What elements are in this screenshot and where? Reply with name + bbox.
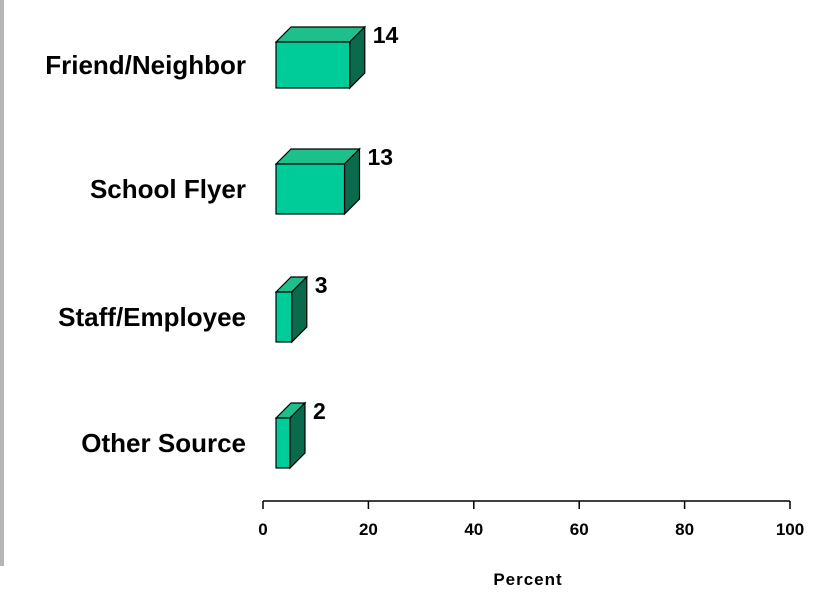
value-label: 2 bbox=[313, 398, 326, 424]
x-tick-label: 60 bbox=[570, 520, 589, 539]
value-label: 14 bbox=[373, 22, 399, 48]
bar-1 bbox=[274, 25, 367, 90]
bar-3 bbox=[274, 275, 309, 344]
value-label: 13 bbox=[368, 144, 394, 170]
x-axis: 0 20 40 60 80 100 bbox=[258, 500, 804, 539]
bar-front-face bbox=[275, 41, 351, 89]
bar-front-face bbox=[275, 417, 291, 469]
x-tick-label: 40 bbox=[464, 520, 483, 539]
category-label: Staff/Employee bbox=[58, 302, 246, 332]
x-tick-label: 0 bbox=[258, 520, 267, 539]
bar-front-face bbox=[275, 163, 346, 215]
x-axis-title: Percent bbox=[493, 570, 562, 589]
category-label: School Flyer bbox=[90, 174, 246, 204]
labels-layer: Friend/Neighbor 14 School Flyer 13 Staff/Emp… bbox=[45, 22, 398, 458]
bar-2 bbox=[274, 147, 361, 216]
category-label: Other Source bbox=[81, 428, 246, 458]
x-tick-label: 80 bbox=[675, 520, 694, 539]
left-border-rule bbox=[0, 0, 4, 566]
x-tick-label: 20 bbox=[359, 520, 378, 539]
bar-front-face bbox=[275, 291, 293, 343]
x-tick-label: 100 bbox=[776, 520, 804, 539]
value-label: 3 bbox=[315, 272, 328, 298]
bars-layer bbox=[274, 25, 367, 470]
bar-4 bbox=[274, 401, 307, 470]
category-label: Friend/Neighbor bbox=[45, 50, 246, 80]
